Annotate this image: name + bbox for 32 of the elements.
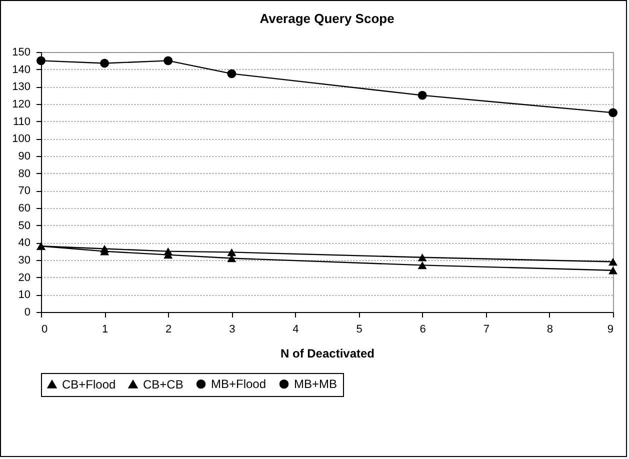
y-tick-label: 50 [18, 220, 30, 232]
y-tick-label: 100 [12, 133, 30, 146]
y-tick-label: 130 [12, 81, 30, 94]
y-tick-label: 0 [24, 306, 30, 318]
y-tick-label: 70 [18, 185, 30, 198]
y-tick-label: 110 [12, 116, 30, 128]
x-tick-label: 6 [420, 324, 426, 336]
y-tick-label: 120 [12, 98, 30, 110]
y-tick-label: 140 [12, 64, 30, 76]
legend-label: CB+Flood [62, 377, 116, 392]
y-tick-label: 30 [18, 254, 30, 266]
legend-label: CB+CB [143, 377, 184, 392]
y-tick-label: 90 [18, 150, 30, 162]
x-tick-label: 0 [42, 324, 48, 336]
x-tick-label: 9 [607, 324, 614, 336]
x-tick-label: 1 [102, 324, 108, 336]
legend-label: MB+Flood [211, 377, 266, 392]
y-tick-label: 60 [18, 202, 30, 214]
x-tick-label: 5 [356, 324, 362, 336]
x-tick-label: 7 [483, 324, 490, 336]
y-tick-label: 10 [18, 289, 30, 302]
chart-title: Average Query Scope [260, 11, 394, 26]
y-tick-label: 150 [12, 46, 30, 58]
x-tick-label: 8 [546, 324, 554, 336]
x-tick-label: 3 [229, 324, 236, 336]
y-tick-label: 20 [18, 272, 30, 284]
x-tick-label: 2 [166, 324, 172, 336]
y-tick-label: 40 [18, 237, 30, 250]
x-axis-title: N of Deactivated [280, 346, 375, 360]
x-tick-label: 4 [292, 324, 299, 336]
y-tick-label: 80 [18, 168, 30, 180]
legend-label: MB+MB [294, 377, 338, 392]
